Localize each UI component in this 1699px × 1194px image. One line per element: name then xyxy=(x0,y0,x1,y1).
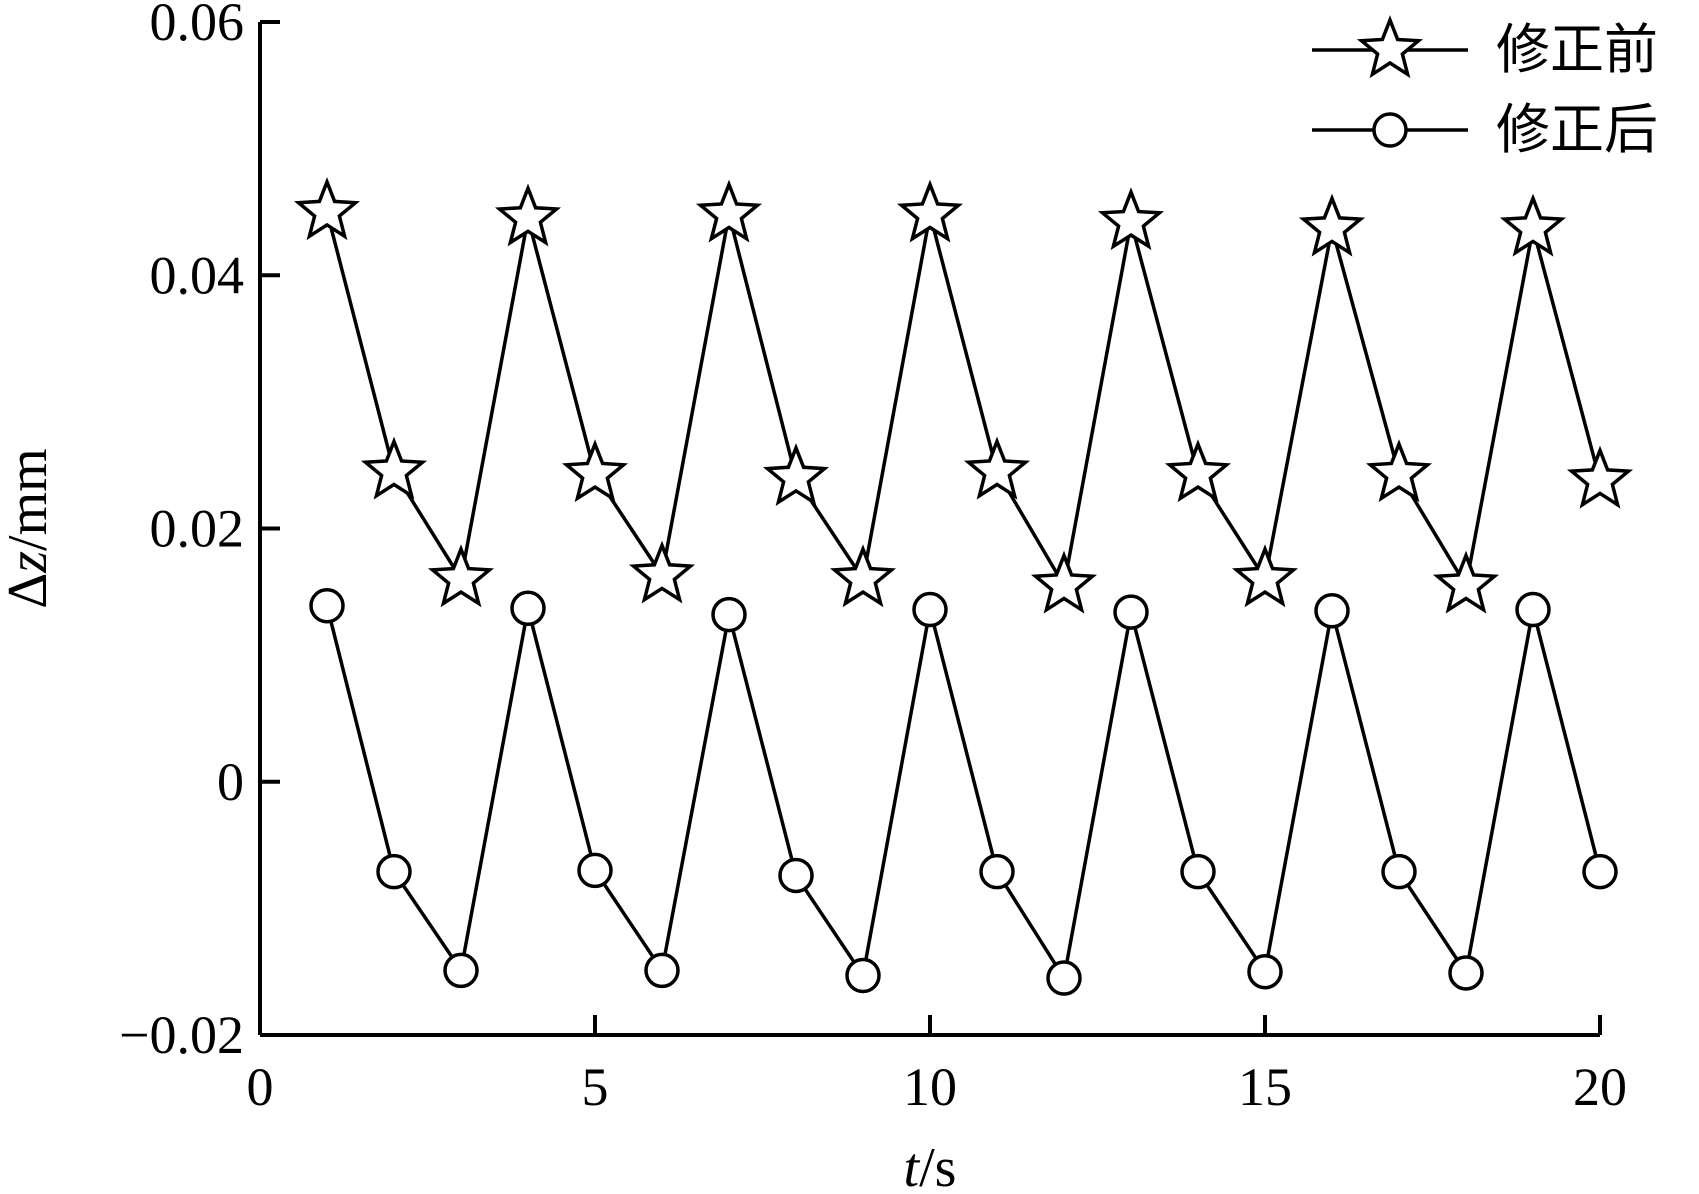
data-point-circle xyxy=(979,853,1015,890)
y-tick-label: −0.02 xyxy=(119,1005,244,1065)
series-line-circle xyxy=(325,605,1602,983)
data-point-star xyxy=(896,179,964,243)
data-point-circle xyxy=(711,596,747,633)
data-point-star xyxy=(494,183,562,247)
legend-marker-star xyxy=(1356,15,1424,79)
x-tick-label: 5 xyxy=(582,1057,609,1117)
data-point-circle xyxy=(577,852,613,889)
data-point-circle xyxy=(376,853,412,890)
x-axis-title-variable: t xyxy=(904,1137,921,1194)
data-point-star xyxy=(1030,550,1098,614)
data-point-star xyxy=(561,439,629,503)
data-point-star xyxy=(293,177,361,241)
data-point-circle xyxy=(443,952,479,989)
data-point-circle xyxy=(778,857,814,894)
legend-marker-circle xyxy=(1372,112,1408,148)
data-point-circle xyxy=(644,952,680,989)
x-tick-label: 20 xyxy=(1573,1057,1627,1117)
y-tick-label: 0 xyxy=(217,752,244,812)
data-point-star xyxy=(1432,550,1500,614)
data-point-circle xyxy=(1448,955,1484,991)
legend-item: 修正后 xyxy=(1312,100,1658,160)
data-point-circle xyxy=(1582,853,1618,890)
data-point-star xyxy=(1566,445,1634,509)
y-tick-label: 0.06 xyxy=(150,0,245,52)
data-point-star xyxy=(1164,439,1232,503)
x-axis-title: t/s xyxy=(904,1137,957,1194)
data-point-star xyxy=(360,436,428,500)
x-tick-label: 10 xyxy=(903,1057,957,1117)
data-point-star xyxy=(1097,187,1165,251)
data-point-circle xyxy=(912,591,948,628)
data-point-star xyxy=(762,443,830,506)
series-layer xyxy=(293,177,1634,996)
data-point-star xyxy=(628,540,696,604)
data-point-circle xyxy=(1113,594,1149,630)
y-axis-title-prefix: Δ xyxy=(0,573,59,609)
data-point-star xyxy=(829,544,897,608)
y-tick-label: 0.04 xyxy=(150,245,245,305)
data-point-star xyxy=(1298,193,1366,257)
data-point-star xyxy=(963,436,1031,500)
series-line-star xyxy=(325,211,1602,591)
x-tick-label: 15 xyxy=(1238,1057,1292,1117)
data-point-star xyxy=(427,544,495,608)
series-star xyxy=(293,177,1634,614)
data-point-star xyxy=(1231,544,1299,608)
data-point-circle xyxy=(1381,853,1417,890)
y-axis-title-unit: /mm xyxy=(0,448,59,551)
series-circle xyxy=(309,587,1618,996)
data-point-circle xyxy=(1046,960,1082,996)
data-point-circle xyxy=(309,587,345,624)
y-axis-title: Δz/mm xyxy=(0,448,59,609)
data-point-star xyxy=(1365,439,1433,503)
data-point-circle xyxy=(1515,591,1551,628)
data-point-circle xyxy=(1180,853,1216,890)
legend-item: 修正前 xyxy=(1312,15,1658,80)
x-tick-label: 0 xyxy=(247,1057,274,1117)
legend-label: 修正后 xyxy=(1496,100,1658,160)
y-axis-title-variable: z xyxy=(0,551,59,574)
legend-label: 修正前 xyxy=(1496,20,1658,80)
data-point-circle xyxy=(845,957,881,994)
data-point-star xyxy=(1499,193,1567,257)
data-point-circle xyxy=(1314,593,1350,629)
y-tick-label: 0.02 xyxy=(150,499,245,559)
data-point-star xyxy=(695,179,763,243)
data-point-circle xyxy=(510,590,546,627)
data-point-circle xyxy=(1247,953,1283,990)
x-axis-title-unit: /s xyxy=(919,1137,956,1194)
